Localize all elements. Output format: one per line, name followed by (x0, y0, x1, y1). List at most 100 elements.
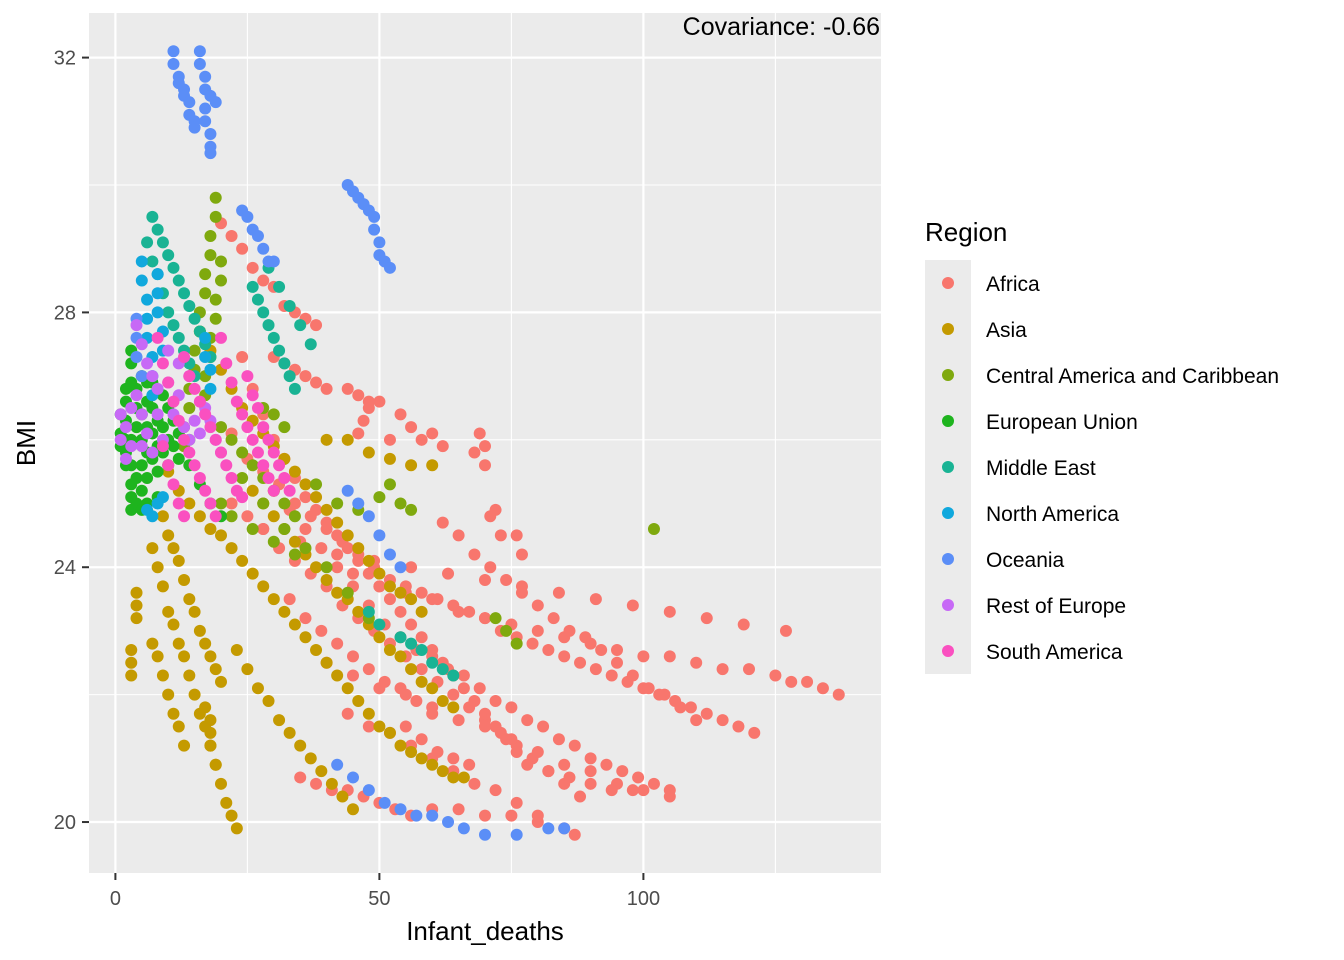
data-point (188, 344, 201, 357)
series-oceania (130, 45, 571, 841)
data-point (199, 70, 212, 83)
data-point (737, 618, 750, 631)
data-point (267, 255, 280, 268)
data-point (515, 548, 528, 561)
data-point (362, 446, 375, 459)
data-point (394, 586, 407, 599)
data-point (236, 491, 249, 504)
data-point (558, 822, 571, 835)
data-point (288, 548, 301, 561)
data-point (241, 663, 254, 676)
data-point (119, 382, 132, 395)
data-point (151, 650, 164, 663)
data-point (225, 472, 238, 485)
data-point (463, 605, 476, 618)
data-point (204, 726, 217, 739)
data-point (178, 351, 191, 363)
data-point (257, 274, 270, 287)
data-point (304, 338, 317, 351)
data-point (500, 733, 513, 746)
data-point (716, 714, 729, 727)
data-point (341, 682, 354, 695)
data-point (415, 644, 428, 657)
data-point (267, 593, 280, 606)
data-point (178, 573, 191, 586)
data-point (199, 268, 212, 281)
data-point (146, 510, 159, 523)
data-point (574, 656, 587, 669)
data-point (426, 459, 439, 472)
data-point (204, 497, 217, 510)
data-point (457, 771, 470, 784)
data-point (468, 548, 481, 561)
data-point (162, 376, 175, 389)
data-point (299, 523, 312, 535)
data-point (193, 472, 206, 485)
data-point (362, 707, 375, 720)
data-point (283, 726, 296, 739)
data-point (146, 370, 159, 383)
data-point (663, 790, 676, 803)
data-point (415, 605, 428, 618)
data-point (494, 529, 507, 542)
data-point (125, 401, 138, 414)
data-point (151, 331, 164, 344)
data-point (262, 695, 275, 707)
x-tick-label: 100 (627, 888, 660, 910)
data-point (584, 752, 597, 765)
data-point (135, 440, 148, 453)
data-point (394, 605, 407, 618)
data-point (188, 312, 201, 325)
data-point (352, 427, 365, 440)
data-point (489, 503, 502, 516)
data-point (283, 300, 296, 313)
data-point (225, 542, 238, 555)
data-point (130, 612, 143, 625)
data-point (283, 593, 296, 606)
data-point (357, 414, 370, 427)
data-point (146, 255, 159, 268)
data-point (463, 758, 476, 771)
data-point (178, 287, 191, 300)
data-point (251, 446, 264, 459)
data-point (204, 650, 217, 663)
legend-key (942, 277, 954, 289)
data-point (394, 561, 407, 574)
data-point (183, 370, 196, 383)
data-point (130, 599, 143, 612)
data-point (130, 351, 143, 363)
data-point (568, 739, 581, 752)
data-point (310, 491, 323, 504)
data-point (141, 357, 154, 370)
data-point (204, 147, 217, 160)
data-point (193, 427, 206, 440)
data-point (574, 790, 587, 803)
data-point (199, 408, 212, 421)
data-point (584, 765, 597, 778)
data-point (457, 669, 470, 682)
data-point (183, 497, 196, 510)
series-africa (215, 217, 845, 841)
data-point (162, 306, 175, 319)
data-point (299, 478, 312, 491)
data-point (447, 752, 460, 765)
data-point (151, 408, 164, 421)
legend-key (942, 323, 954, 335)
data-point (257, 421, 270, 434)
legend-key (942, 461, 954, 473)
data-point (584, 777, 597, 790)
data-point (436, 695, 449, 707)
data-point (626, 599, 639, 612)
legend-key (942, 553, 954, 565)
data-point (267, 331, 280, 344)
data-point (199, 637, 212, 650)
data-point (436, 516, 449, 529)
data-point (563, 624, 576, 637)
data-point (743, 663, 755, 676)
data-point (288, 465, 301, 478)
data-point (352, 695, 365, 707)
data-point (362, 554, 375, 567)
data-point (278, 421, 291, 434)
data-point (531, 599, 544, 612)
data-point (442, 816, 455, 829)
